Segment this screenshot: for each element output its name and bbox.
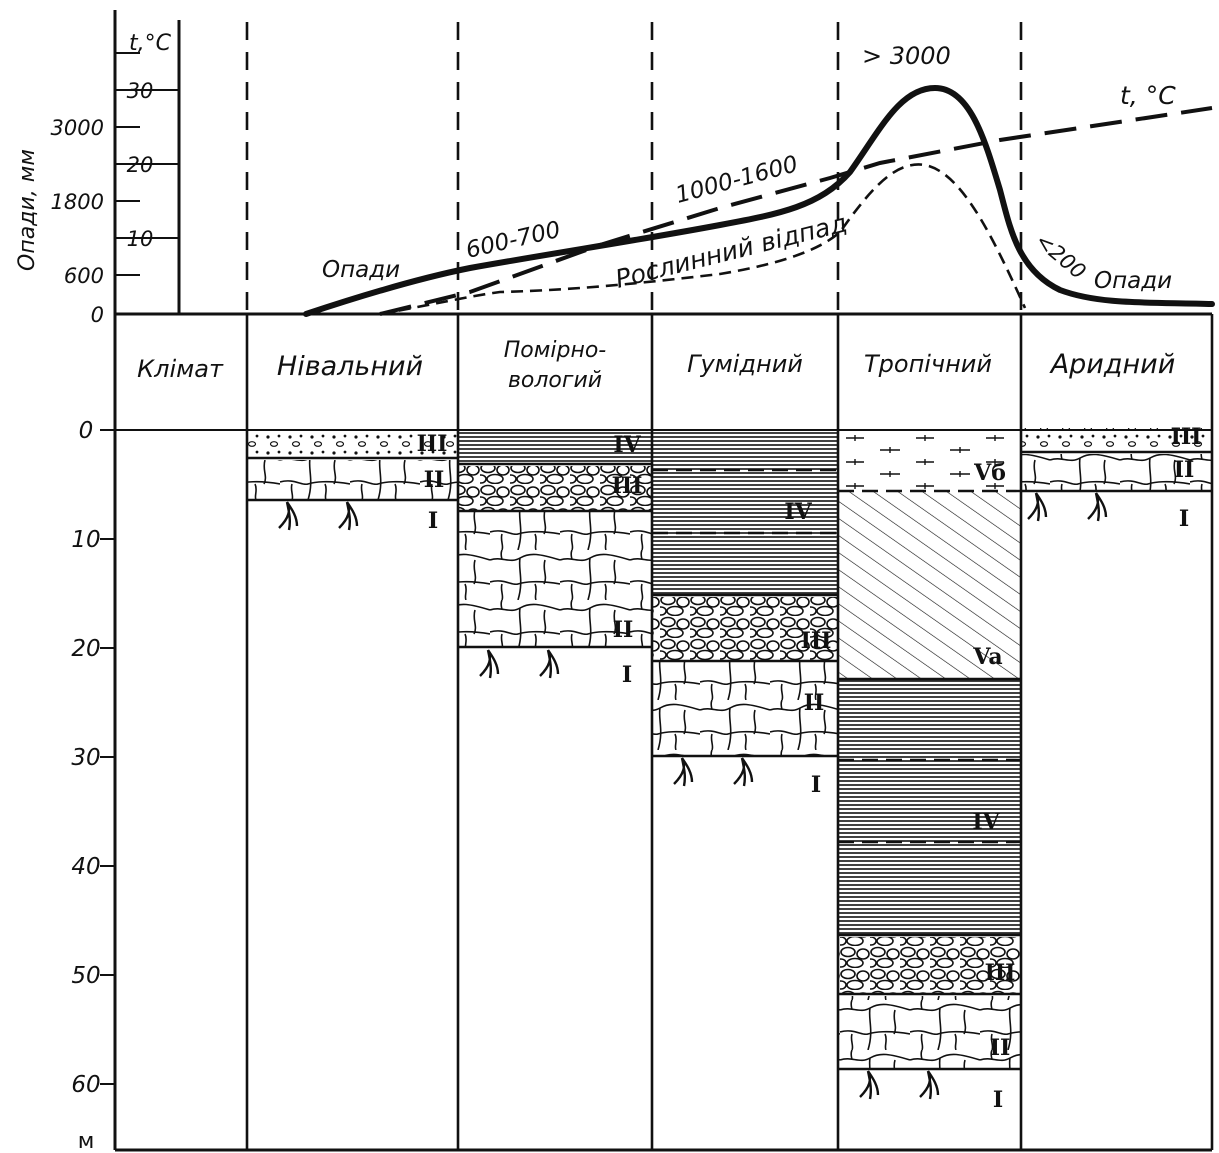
nival-label-ii: II [424,467,445,493]
zone-tropical-iv [838,680,1021,934]
zone-tropical-iii [838,937,1021,993]
zone-temperate-iii [458,466,652,510]
temperate-label-iv: IV [613,432,641,458]
humid-label-iv: IV [784,499,812,525]
label-temp-right: t, °C [1120,81,1176,110]
arid-label-ii: II [1174,457,1195,483]
precip-tick-label: 600 [64,264,104,288]
zone-tropical-va [838,492,1021,678]
zone-arid-iii [1021,428,1212,450]
precip-tick-label: 0 [91,303,104,327]
label-gt-3000: > 3000 [862,42,951,70]
root-mark [478,648,500,680]
tropical-label-iii: III [985,960,1016,986]
label-1000-1600: 1000-1600 [673,151,801,209]
root-mark [538,648,560,680]
temperature-curve [379,106,1213,316]
temp-tick-label: 10 [127,227,154,251]
root-mark [858,1069,880,1101]
root-mark [1026,491,1048,523]
header-nival: Нівальний [277,351,423,382]
zone-nival-ii [247,460,458,500]
depth-tick-label: 40 [71,854,100,880]
humid-label-ii: II [804,690,825,716]
humid-label-iii: III [801,628,832,654]
root-mark [732,756,754,788]
temperate-label-ii: II [613,617,634,643]
zone-nival-iii [247,432,458,458]
litter-curve [379,163,1027,316]
precip-tick-label: 1800 [51,190,104,214]
root-mark [1086,491,1108,523]
depth-tick-label: 10 [71,527,100,553]
header-arid: Аридний [1049,349,1176,380]
tropical-label-i: I [993,1087,1003,1113]
zone-tropical-ii [838,996,1021,1068]
depth-tick-label: 60 [71,1072,100,1098]
precip-axis-label: Опади, мм [15,149,40,271]
temp-tick-label: 20 [127,153,154,177]
root-mark [337,500,359,532]
arid-label-i: I [1179,506,1189,532]
tropical-label-vb: Vб [973,460,1006,486]
tropical-label-iv: IV [972,809,1000,835]
header-humid: Гумідний [687,350,803,378]
temperate-label-i: I [622,662,632,688]
label-precip-left: Опади [322,257,400,283]
temperate-label-iii: III [612,473,643,499]
zone-arid-ii [1021,454,1212,490]
zone-humid-ii [652,662,838,755]
zone-temperate-ii [458,512,652,647]
zone-humid-iv [652,432,838,594]
header-temperate: Помірно-вологий [504,338,607,393]
nival-label-i: I [428,508,438,534]
precipitation-curve [303,84,1215,317]
depth-tick-label: 20 [71,636,100,662]
left-axis: 3000 1800 600 0 30 20 10 0 10 20 30 40 50 60 [51,52,179,1098]
temp-axis-label: t,°C [129,31,172,56]
humid-label-i: I [811,772,821,798]
precip-tick-label: 3000 [51,116,104,140]
header-tropical: Тропічний [864,350,992,378]
depth-tick-label: 50 [71,963,100,989]
depth-tick-label: 0 [79,418,94,444]
zone-temperate-iv [458,432,652,464]
nival-label-iii: III [417,431,448,457]
root-mark [277,500,299,532]
tropical-label-ii: II [990,1035,1011,1061]
header-climate: Клімат [137,355,224,383]
tropical-label-va: Va [972,644,1002,670]
depth-tick-label: 30 [71,745,100,771]
depth-unit-label: м [78,1129,95,1153]
root-mark [918,1069,940,1101]
climate-curves [303,84,1215,317]
zone-tropical-vb [838,432,1021,490]
label-precip-right: Опади [1094,268,1172,294]
temp-tick-label: 30 [127,79,154,103]
arid-label-iii: III [1171,424,1202,450]
zone-humid-iii [652,597,838,660]
root-mark [672,756,694,788]
